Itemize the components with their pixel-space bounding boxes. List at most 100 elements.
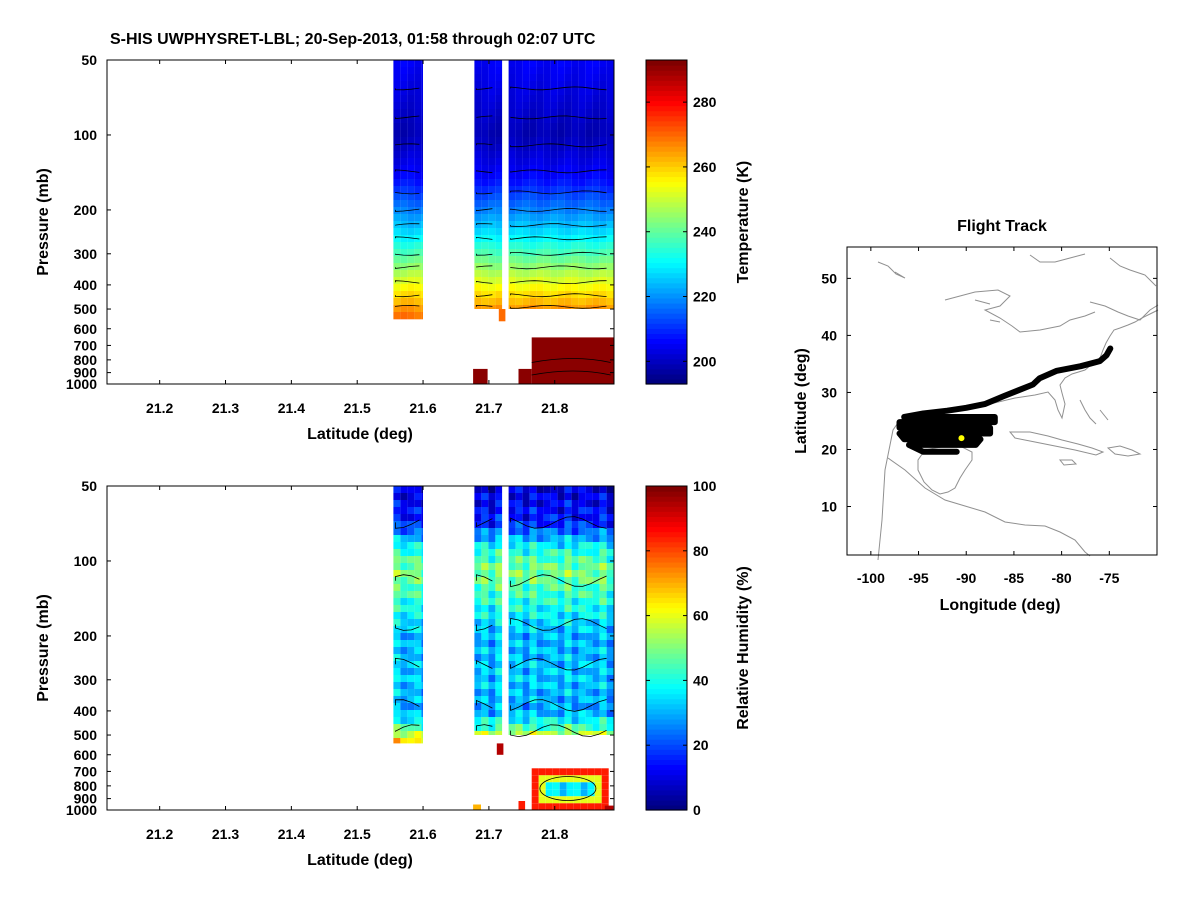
colorbar-tick-label: 80 <box>693 543 709 559</box>
heatmap-cell <box>606 605 614 612</box>
heatmap-cell <box>474 228 482 235</box>
heatmap-cell <box>529 521 537 528</box>
heatmap-cell <box>592 710 600 717</box>
heatmap-cell <box>592 256 600 263</box>
contour-line <box>510 265 607 270</box>
heatmap-cell <box>571 584 579 591</box>
heatmap-cell <box>571 228 579 235</box>
contour-line <box>510 190 607 195</box>
y-tick-label: 1000 <box>66 802 97 818</box>
heatmap-cell <box>592 521 600 528</box>
heatmap-cell <box>508 67 516 74</box>
heatmap-cell <box>557 675 565 682</box>
heatmap-cell <box>522 542 530 549</box>
heatmap-cell <box>488 696 496 703</box>
heatmap-cell <box>400 228 408 235</box>
flight-track-path <box>896 345 1114 455</box>
heatmap-cell <box>543 144 551 151</box>
heatmap-cell <box>495 214 503 221</box>
heatmap-cell <box>529 67 537 74</box>
heatmap-cell <box>414 130 422 137</box>
heatmap-cell <box>407 200 415 207</box>
heatmap-cell <box>592 186 600 193</box>
heatmap-cell <box>421 270 423 277</box>
heatmap-cell <box>578 137 586 144</box>
y-tick-label: 700 <box>74 337 98 353</box>
heatmap-cell <box>508 626 516 633</box>
heatmap-cell <box>495 675 503 682</box>
humidity-plot-frame <box>106 485 615 811</box>
heatmap-cell <box>414 81 422 88</box>
heatmap-cell <box>585 214 593 221</box>
heatmap-cell <box>543 689 551 696</box>
colorbar-swatch <box>646 242 687 248</box>
heatmap-cell <box>481 577 489 584</box>
heatmap-cell <box>564 563 572 570</box>
heatmap-cell <box>543 193 551 200</box>
heatmap-cell <box>557 263 565 270</box>
heatmap-cell <box>421 67 423 74</box>
heatmap-cell <box>421 521 423 528</box>
heatmap-cell <box>488 542 496 549</box>
heatmap-cell <box>515 221 523 228</box>
heatmap-cell <box>488 528 496 535</box>
heatmap-cell <box>606 654 614 661</box>
heatmap-cell <box>515 137 523 144</box>
heatmap-cell <box>585 598 593 605</box>
heatmap-cell <box>522 696 530 703</box>
heatmap-cell <box>566 775 574 783</box>
heatmap-cell <box>550 305 558 309</box>
heatmap-cell <box>522 689 530 696</box>
y-tick-label: 200 <box>74 628 98 644</box>
contour-line <box>510 115 607 120</box>
heatmap-cell <box>474 563 482 570</box>
heatmap-cell <box>529 724 537 731</box>
heatmap-cell <box>557 74 565 81</box>
heatmap-cell <box>400 95 408 102</box>
heatmap-cell <box>536 717 544 724</box>
heatmap-cell <box>543 102 551 109</box>
heatmap-cell <box>508 675 516 682</box>
heatmap-cell <box>557 88 565 95</box>
heatmap-cell <box>414 682 422 689</box>
heatmap-cell <box>515 60 523 67</box>
colorbar-swatch <box>646 592 687 598</box>
heatmap-cell <box>578 67 586 74</box>
heatmap-cell <box>400 598 408 605</box>
heatmap-cell <box>515 186 523 193</box>
heatmap-cell <box>488 654 496 661</box>
heatmap-cell <box>393 242 401 249</box>
heatmap-cell <box>414 123 422 130</box>
heatmap-cell <box>599 81 607 88</box>
heatmap-cell <box>592 193 600 200</box>
heatmap-cell <box>400 675 408 682</box>
heatmap-cell <box>585 724 593 731</box>
heatmap-cell <box>550 647 558 654</box>
heatmap-cell <box>529 186 537 193</box>
heatmap-cell <box>606 486 614 493</box>
heatmap-cell <box>536 619 544 626</box>
heatmap-cell <box>474 731 482 735</box>
heatmap-cell <box>592 696 600 703</box>
heatmap-cell <box>543 242 551 249</box>
heatmap-cell <box>599 186 607 193</box>
heatmap-cell <box>522 74 530 81</box>
heatmap-cell <box>529 151 537 158</box>
heatmap-cell <box>536 305 544 309</box>
heatmap-cell <box>557 696 565 703</box>
heatmap-cell <box>592 102 600 109</box>
heatmap-cell <box>393 165 401 172</box>
heatmap-cell <box>522 675 530 682</box>
heatmap-cell <box>522 81 530 88</box>
heatmap-cell <box>474 235 482 242</box>
heatmap-cell <box>592 514 600 521</box>
heatmap-cell <box>481 682 489 689</box>
heatmap-cell <box>557 703 565 710</box>
heatmap-cell <box>592 563 600 570</box>
heatmap-cell <box>606 270 614 277</box>
heatmap-cell <box>543 696 551 703</box>
heatmap-cell <box>543 549 551 556</box>
heatmap-cell <box>536 710 544 717</box>
heatmap-cell <box>592 507 600 514</box>
